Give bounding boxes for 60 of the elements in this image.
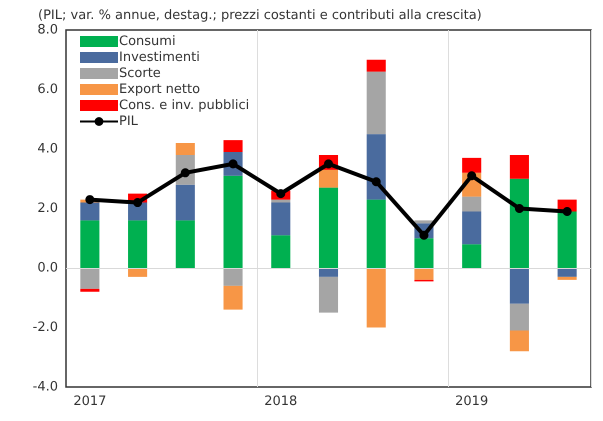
bar xyxy=(510,268,529,304)
bar xyxy=(224,268,243,286)
bar xyxy=(271,200,290,203)
bar xyxy=(176,184,195,220)
bar xyxy=(366,72,386,134)
y-tick-label: 6.0 xyxy=(37,82,58,97)
point xyxy=(133,198,142,208)
bar xyxy=(366,200,386,268)
legend-label: Scorte xyxy=(119,66,161,81)
legend-label: Consumi xyxy=(119,34,176,49)
bar xyxy=(80,268,100,289)
y-tick-label: 8.0 xyxy=(37,22,58,38)
bar xyxy=(510,330,529,352)
point xyxy=(85,195,94,204)
point xyxy=(276,189,286,198)
x-tick-label: 2019 xyxy=(455,394,488,409)
point xyxy=(467,171,476,180)
x-tick-label: 2017 xyxy=(73,394,106,409)
bar xyxy=(510,154,529,179)
bar xyxy=(176,143,195,155)
point xyxy=(372,177,381,186)
bar xyxy=(414,238,434,268)
bar xyxy=(366,60,386,72)
y-tick-label: 2.0 xyxy=(37,201,58,216)
bar xyxy=(176,220,195,268)
bar xyxy=(366,268,386,328)
bar xyxy=(318,170,338,188)
bar xyxy=(414,268,434,280)
point xyxy=(514,204,524,213)
bar xyxy=(318,276,338,313)
bar xyxy=(80,202,100,220)
y-tick-label: -4.0 xyxy=(32,380,58,394)
bar xyxy=(462,211,482,244)
bar xyxy=(558,276,577,280)
bar xyxy=(510,178,529,268)
bar xyxy=(224,286,243,310)
bar xyxy=(510,304,529,330)
bar xyxy=(224,176,243,268)
bar xyxy=(462,244,482,268)
bar xyxy=(558,211,577,268)
y-tick-label: 4.0 xyxy=(37,142,58,156)
bar xyxy=(271,202,290,236)
bar xyxy=(318,188,338,268)
point xyxy=(562,206,572,216)
legend-label: Investimenti xyxy=(119,50,200,65)
bar xyxy=(80,220,100,268)
bar xyxy=(80,288,100,292)
bar xyxy=(271,235,290,268)
legend-label: Cons. e inv. pubblici xyxy=(119,98,250,113)
y-tick-label: 0.0 xyxy=(37,260,58,276)
y-tick-label: -2.0 xyxy=(32,320,58,335)
bar xyxy=(224,140,243,152)
x-tick-label: 2018 xyxy=(264,394,298,409)
legend-label: Export netto xyxy=(119,82,200,97)
legend-label: PIL xyxy=(119,114,139,129)
chart-title: (PIL; var. % annue, destag.; prezzi costanti e contributi alla crescita) xyxy=(38,8,482,23)
bar xyxy=(462,158,482,173)
bar xyxy=(366,134,386,200)
bar xyxy=(462,196,482,212)
bar xyxy=(128,220,148,268)
